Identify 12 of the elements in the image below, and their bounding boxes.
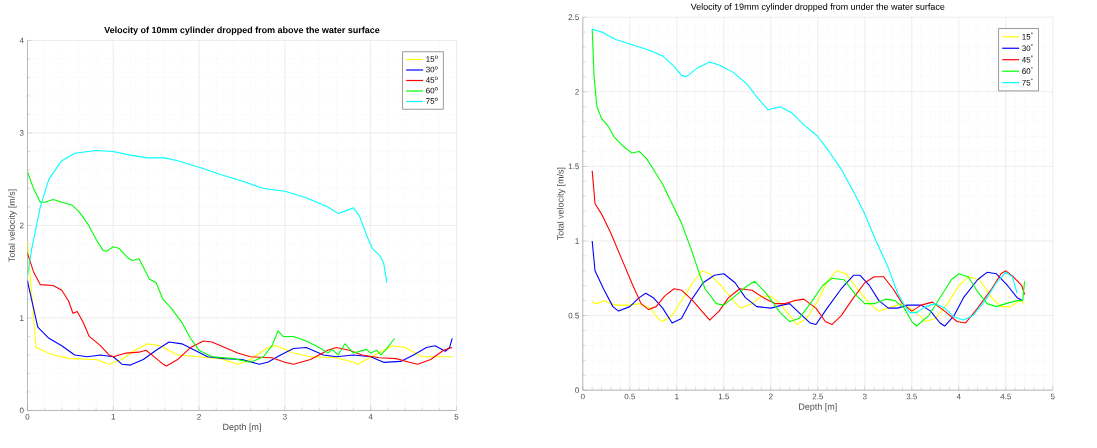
- y-axis-title: Total velocity [m/s]: [8, 189, 17, 262]
- x-axis-title: Depth [m]: [223, 423, 261, 432]
- line-series: [27, 149, 388, 284]
- line-series: [591, 270, 1026, 325]
- y-axis-title: Total velocity [m/s]: [557, 167, 566, 240]
- x-axis-title: Depth [m]: [799, 403, 837, 412]
- line-series: [27, 280, 453, 366]
- chart-title: Velocity of 19mm cylinder dropped from under the water surface: [690, 3, 945, 12]
- chart-title: Velocity of 10mm cylinder dropped from above the water surface: [104, 26, 380, 35]
- line-series: [591, 240, 1024, 327]
- line-series: [591, 170, 1026, 325]
- line-series: [27, 171, 396, 363]
